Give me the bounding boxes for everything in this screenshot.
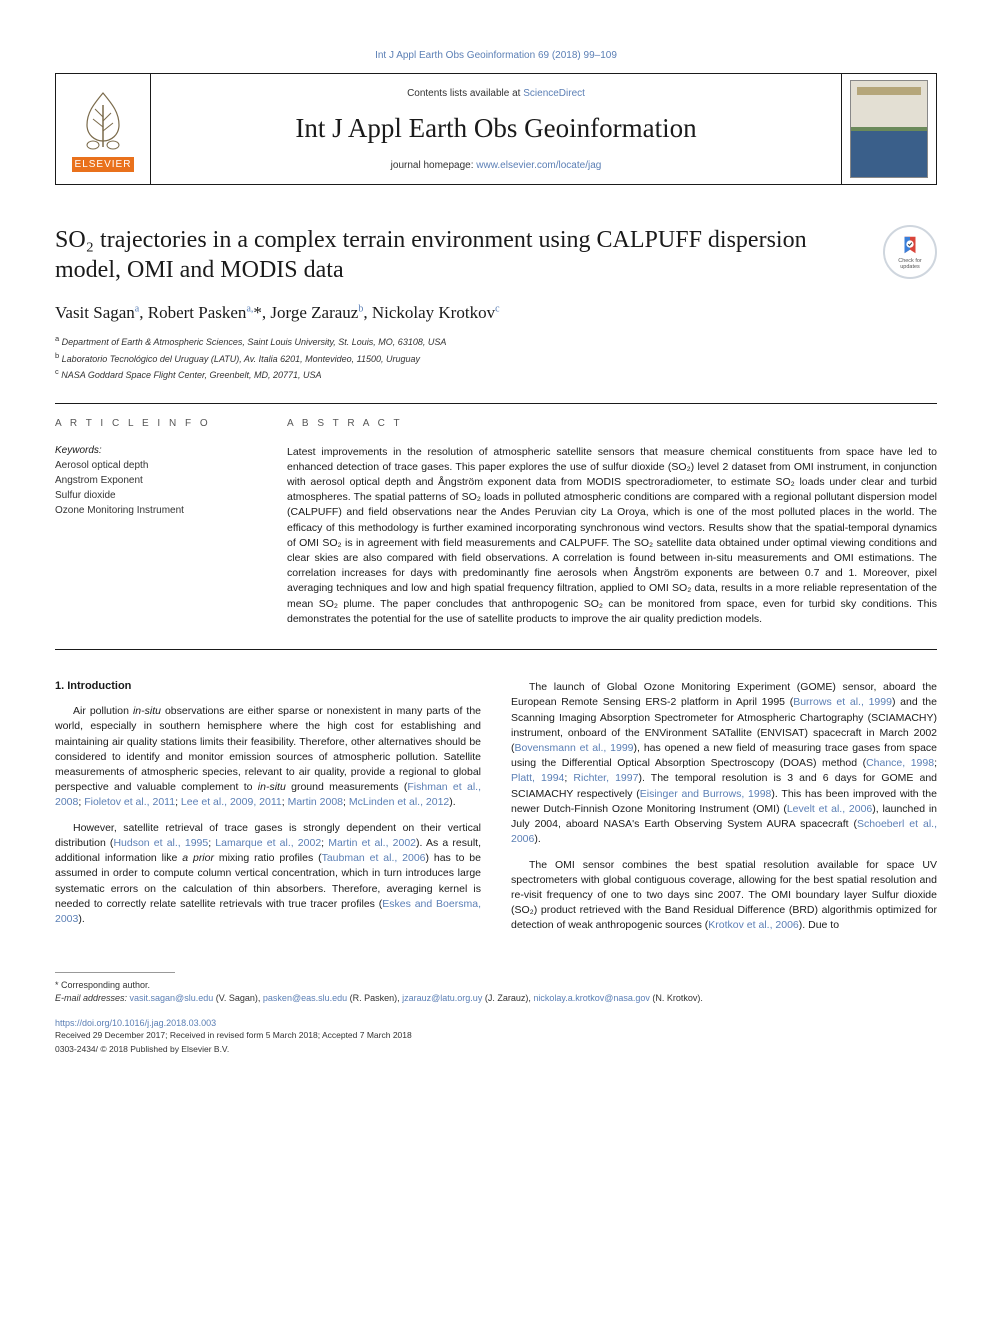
elsevier-tree-icon bbox=[73, 87, 133, 153]
section-heading-intro: 1. Introduction bbox=[55, 680, 481, 692]
abstract-label: A B S T R A C T bbox=[287, 418, 937, 429]
doi-link[interactable]: https://doi.org/10.1016/j.jag.2018.03.00… bbox=[55, 1018, 216, 1028]
homepage-label: journal homepage: bbox=[391, 160, 477, 171]
authors-line: Vasit Sagana, Robert Paskena,*, Jorge Za… bbox=[55, 303, 937, 323]
publisher-name: ELSEVIER bbox=[72, 157, 135, 172]
running-header-link[interactable]: Int J Appl Earth Obs Geoinformation 69 (… bbox=[375, 50, 617, 61]
affiliation-line: a Department of Earth & Atmospheric Scie… bbox=[55, 333, 937, 350]
article-title: SO₂ trajectories in a complex terrain en… bbox=[55, 225, 869, 285]
body-columns: 1. Introduction Air pollution in-situ ob… bbox=[55, 680, 937, 944]
check-updates-label: Check for updates bbox=[898, 258, 922, 270]
corresponding-author-note: * Corresponding author. bbox=[55, 979, 937, 993]
affiliation-line: c NASA Goddard Space Flight Center, Gree… bbox=[55, 366, 937, 383]
affiliations: a Department of Earth & Atmospheric Scie… bbox=[55, 333, 937, 383]
left-column: 1. Introduction Air pollution in-situ ob… bbox=[55, 680, 481, 944]
right-column: The launch of Global Ozone Monitoring Ex… bbox=[511, 680, 937, 944]
author-email-who: (J. Zarauz), bbox=[482, 993, 533, 1003]
author-email-who: (V. Sagan), bbox=[213, 993, 263, 1003]
bookmark-check-icon bbox=[899, 234, 921, 256]
received-line: Received 29 December 2017; Received in r… bbox=[55, 1030, 937, 1042]
keywords-list: Aerosol optical depthAngstrom ExponentSu… bbox=[55, 458, 255, 518]
doi-line: https://doi.org/10.1016/j.jag.2018.03.00… bbox=[55, 1018, 937, 1028]
keyword: Sulfur dioxide bbox=[55, 488, 255, 503]
cover-thumb-block bbox=[841, 74, 936, 184]
journal-name: Int J Appl Earth Obs Geoinformation bbox=[159, 113, 833, 144]
publisher-logo-block: ELSEVIER bbox=[56, 74, 151, 184]
author-email-who: (N. Krotkov). bbox=[650, 993, 703, 1003]
article-info-block: A R T I C L E I N F O Keywords: Aerosol … bbox=[55, 418, 255, 628]
abstract-block: A B S T R A C T Latest improvements in t… bbox=[287, 418, 937, 628]
keyword: Angstrom Exponent bbox=[55, 473, 255, 488]
body-paragraph: The OMI sensor combines the best spatial… bbox=[511, 858, 937, 934]
article-info-label: A R T I C L E I N F O bbox=[55, 418, 255, 429]
affiliation-line: b Laboratorio Tecnológico del Uruguay (L… bbox=[55, 350, 937, 367]
running-header: Int J Appl Earth Obs Geoinformation 69 (… bbox=[55, 50, 937, 61]
emails-label: E-mail addresses: bbox=[55, 993, 130, 1003]
journal-cover-icon bbox=[850, 80, 928, 178]
keyword: Aerosol optical depth bbox=[55, 458, 255, 473]
body-paragraph: However, satellite retrieval of trace ga… bbox=[55, 821, 481, 928]
footnote-divider bbox=[55, 972, 175, 973]
copyright-line: 0303-2434/ © 2018 Published by Elsevier … bbox=[55, 1044, 937, 1056]
author-email-link[interactable]: nickolay.a.krotkov@nasa.gov bbox=[533, 993, 650, 1003]
author-email-link[interactable]: pasken@eas.slu.edu bbox=[263, 993, 347, 1003]
author-email-who: (R. Pasken), bbox=[347, 993, 402, 1003]
keywords-label: Keywords: bbox=[55, 445, 255, 456]
contents-available-line: Contents lists available at ScienceDirec… bbox=[159, 88, 833, 99]
journal-homepage-link[interactable]: www.elsevier.com/locate/jag bbox=[476, 160, 601, 171]
homepage-line: journal homepage: www.elsevier.com/locat… bbox=[159, 160, 833, 171]
divider bbox=[55, 649, 937, 650]
abstract-text: Latest improvements in the resolution of… bbox=[287, 445, 937, 628]
body-paragraph: Air pollution in-situ observations are e… bbox=[55, 704, 481, 811]
contents-text: Contents lists available at bbox=[407, 88, 523, 99]
keyword: Ozone Monitoring Instrument bbox=[55, 503, 255, 518]
author-email-link[interactable]: vasit.sagan@slu.edu bbox=[130, 993, 214, 1003]
author-email-link[interactable]: jzarauz@latu.org.uy bbox=[402, 993, 482, 1003]
check-updates-badge[interactable]: Check for updates bbox=[883, 225, 937, 279]
sciencedirect-link[interactable]: ScienceDirect bbox=[523, 88, 585, 99]
journal-banner: ELSEVIER Contents lists available at Sci… bbox=[55, 73, 937, 185]
footnotes: * Corresponding author. E-mail addresses… bbox=[55, 979, 937, 1006]
email-addresses-line: E-mail addresses: vasit.sagan@slu.edu (V… bbox=[55, 992, 937, 1006]
banner-center: Contents lists available at ScienceDirec… bbox=[151, 74, 841, 184]
body-paragraph: The launch of Global Ozone Monitoring Ex… bbox=[511, 680, 937, 847]
